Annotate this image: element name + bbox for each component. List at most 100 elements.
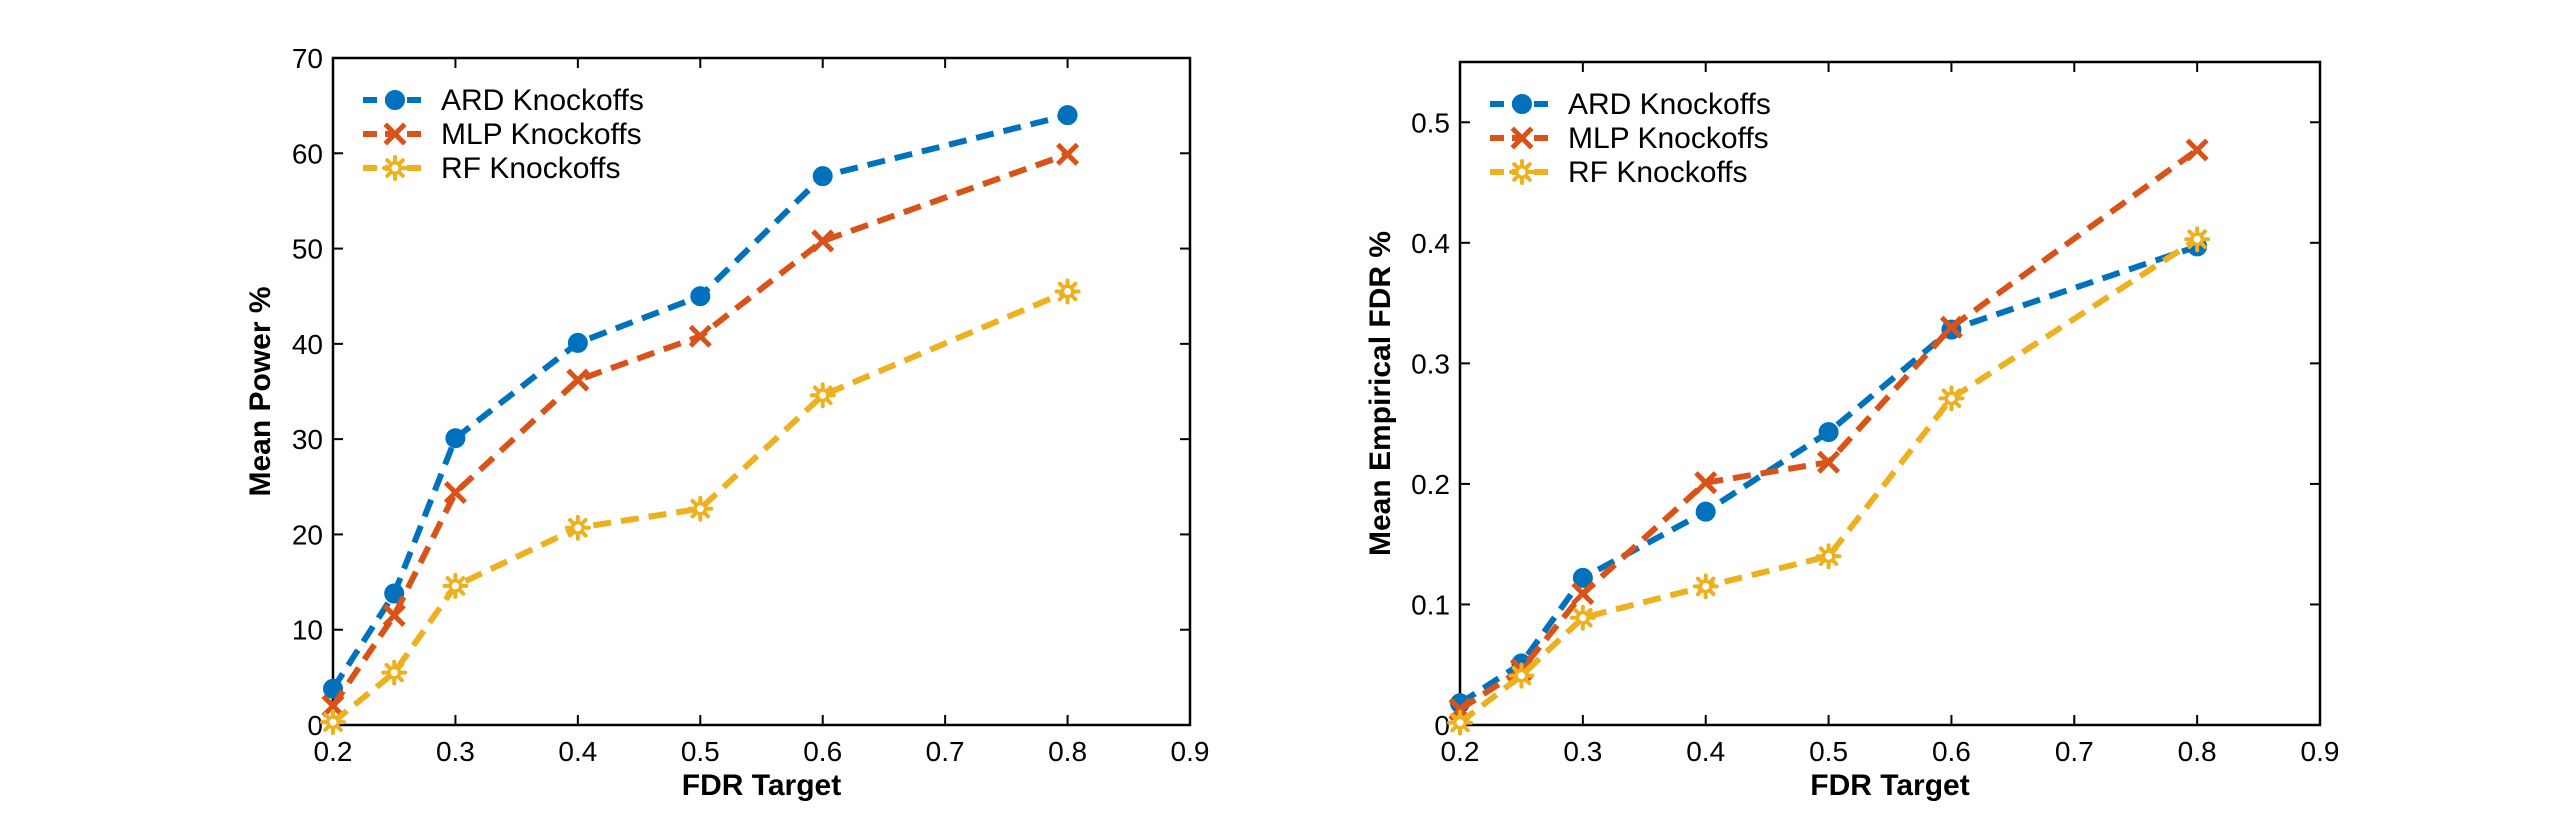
y-tick-label: 0.1 (1411, 589, 1450, 620)
y-axis-title: Mean Power % (244, 286, 277, 496)
data-point-mlp (811, 229, 835, 253)
legend-entry-mlp: MLP Knockoffs (1490, 122, 1769, 155)
data-point-ard (1057, 105, 1078, 126)
legend-marker-rf (382, 155, 408, 181)
data-point-mlp (1694, 471, 1718, 495)
x-tick-label: 0.8 (2178, 736, 2217, 767)
data-point-rf (1054, 278, 1081, 305)
y-tick-label: 10 (292, 615, 323, 646)
legend-label: MLP Knockoffs (441, 118, 642, 151)
data-point-mlp (321, 694, 345, 718)
y-tick-label: 20 (292, 519, 323, 550)
x-axis-title: FDR Target (682, 769, 841, 802)
y-tick-label: 0 (307, 710, 323, 741)
series-rf (1447, 226, 2211, 736)
y-tick-label: 0.5 (1411, 107, 1450, 138)
legend-marker-mlp (1510, 126, 1534, 150)
y-tick-label: 0.2 (1411, 469, 1450, 500)
x-tick-label: 0.8 (1048, 736, 1087, 767)
data-point-ard (1695, 501, 1716, 522)
series-ard (323, 105, 1078, 699)
data-point-rf (1508, 662, 1535, 689)
legend-label: ARD Knockoffs (441, 84, 644, 117)
legend-label: RF Knockoffs (441, 152, 621, 185)
x-tick-label: 0.5 (1809, 736, 1848, 767)
x-tick-label: 0.2 (314, 736, 353, 767)
y-tick-label: 0.3 (1411, 348, 1450, 379)
legend-entry-ard: ARD Knockoffs (1490, 88, 1771, 121)
x-tick-label: 0.9 (1171, 736, 1210, 767)
legend-label: MLP Knockoffs (1568, 122, 1769, 155)
data-point-rf (381, 659, 408, 686)
y-tick-label: 50 (292, 234, 323, 265)
data-point-ard (812, 166, 833, 187)
legend-label: RF Knockoffs (1568, 156, 1748, 189)
y-tick-label: 70 (292, 43, 323, 74)
data-point-mlp (382, 603, 406, 627)
data-point-rf (1692, 573, 1719, 600)
y-tick-label: 0.4 (1411, 228, 1450, 259)
legend-marker-ard (385, 90, 405, 110)
x-tick-label: 0.4 (558, 736, 597, 767)
x-tick-label: 0.5 (681, 736, 720, 767)
data-point-mlp (1571, 582, 1595, 606)
y-axis-title: Mean Empirical FDR % (1364, 231, 1397, 556)
series-line-rf (1458, 236, 2199, 725)
x-tick-label: 0.6 (803, 736, 842, 767)
power-chart: 0.2 0.3 0.4 0.5 0.6 0.7 0.8 0.9 0 10 20 30 40 50 60 70 F… (244, 43, 1209, 802)
legend-marker-ard (1512, 94, 1532, 114)
data-point-rf (809, 382, 836, 409)
y-tick-label: 40 (292, 329, 323, 360)
x-axis-title: FDR Target (1810, 769, 1969, 802)
data-point-mlp (2185, 138, 2209, 162)
data-point-ard (1572, 567, 1593, 588)
data-point-ard (323, 678, 343, 699)
data-point-rf (687, 495, 714, 522)
legend-entry-ard: ARD Knockoffs (363, 84, 644, 117)
data-point-rf (1815, 543, 1842, 570)
x-tick-label: 0.4 (1686, 736, 1725, 767)
legend-label: ARD Knockoffs (1568, 88, 1771, 121)
x-tick-label: 0.2 (1441, 736, 1480, 767)
series-ard (1450, 236, 2208, 714)
legend-marker-rf (1509, 159, 1535, 185)
data-point-ard (384, 583, 405, 604)
data-point-mlp (1817, 450, 1841, 474)
series-line-ard (1458, 243, 2199, 706)
data-point-mlp (688, 324, 712, 348)
x-tick-label: 0.7 (926, 736, 965, 767)
legend-entry-mlp: MLP Knockoffs (363, 118, 642, 151)
data-point-rf (2184, 226, 2211, 253)
data-point-rf (442, 572, 469, 599)
data-point-rf (1938, 385, 1965, 412)
y-tick-label: 0 (1434, 710, 1450, 741)
x-tick-label: 0.3 (1563, 736, 1602, 767)
legend-marker-mlp (383, 122, 407, 146)
axes-frame (1458, 60, 2322, 727)
data-point-mlp (1939, 315, 1963, 339)
data-point-mlp (443, 480, 467, 505)
y-tick-label: 60 (292, 138, 323, 169)
data-point-rf (1447, 709, 1473, 736)
data-point-mlp (1056, 142, 1080, 166)
data-point-ard (567, 332, 588, 353)
series-rf (320, 278, 1081, 736)
x-tick-label: 0.9 (2301, 736, 2340, 767)
legend-entry-rf: RF Knockoffs (363, 152, 621, 185)
legend-entry-rf: RF Knockoffs (1490, 156, 1748, 189)
data-point-ard (690, 286, 711, 307)
data-point-rf (564, 514, 591, 541)
x-tick-label: 0.3 (436, 736, 475, 767)
series-line-mlp (330, 151, 1069, 708)
series-line-ard (330, 112, 1069, 691)
series-mlp (321, 142, 1080, 718)
data-point-ard (1818, 422, 1839, 443)
data-point-ard (445, 428, 466, 449)
fdr-chart: 0.2 0.3 0.4 0.5 0.6 0.7 0.8 0.9 0 0.1 0.2 0.3 0.4 0.5… (1364, 60, 2340, 802)
axes-frame (331, 56, 1192, 727)
x-tick-label: 0.7 (2055, 736, 2094, 767)
data-point-rf (320, 709, 346, 736)
